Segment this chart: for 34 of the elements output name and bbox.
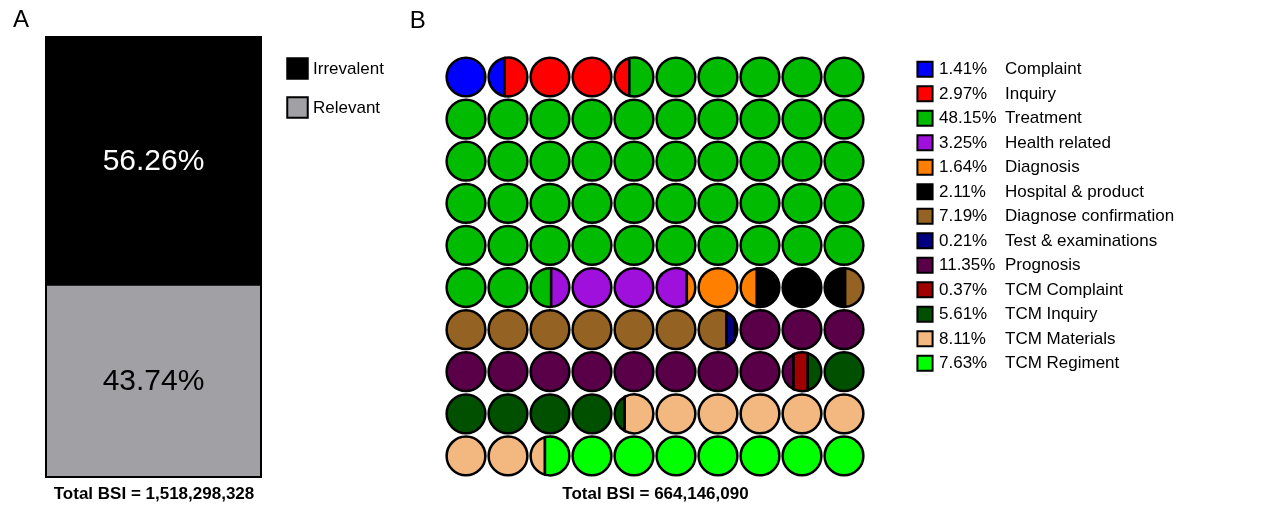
data-label: 7.63% (939, 353, 988, 373)
x-axis-title: Total BSI = 1,518,298,328 (53, 483, 255, 503)
data-label: 7.19% (939, 206, 988, 226)
legend-label: Irrevalent (313, 58, 385, 78)
category-label: Hospital & product (1005, 181, 1145, 201)
legend-label: Relevant (313, 97, 381, 117)
data-label: 5.61% (939, 304, 988, 324)
text: Total BSI = 664,146,090 (562, 483, 749, 503)
category-label: Diagnose confirmation (1005, 206, 1175, 226)
category-label: Diagnosis (1005, 157, 1080, 177)
category-label: Inquiry (1005, 83, 1057, 103)
category-label: Test & examinations (1005, 230, 1158, 250)
chart-title: A (13, 5, 30, 32)
data-label: 2.97% (939, 83, 988, 103)
category-label: Prognosis (1005, 255, 1081, 275)
category-label: Health related (1005, 132, 1111, 152)
category-label: Complaint (1005, 59, 1082, 79)
data-label: 0.21% (939, 230, 988, 250)
data-label: 48.15% (939, 108, 997, 128)
data-label: 8.11% (939, 328, 986, 348)
data-label: 11.35% (939, 255, 996, 275)
data-label: 56.26% (102, 142, 205, 176)
data-label: 0.37% (939, 279, 988, 299)
data-label: 1.41% (939, 59, 988, 79)
text: B (409, 6, 426, 33)
category-label: Treatment (1005, 108, 1083, 128)
category-label: TCM Inquiry (1005, 304, 1099, 324)
data-label: 43.74% (102, 362, 205, 396)
data-label: 1.64% (939, 157, 988, 177)
category-label: TCM Complaint (1005, 279, 1124, 299)
data-label: 2.11% (939, 181, 986, 201)
data-label: 3.25% (939, 132, 988, 152)
category-label: TCM Materials (1005, 328, 1116, 348)
category-label: TCM Regiment (1005, 353, 1120, 373)
